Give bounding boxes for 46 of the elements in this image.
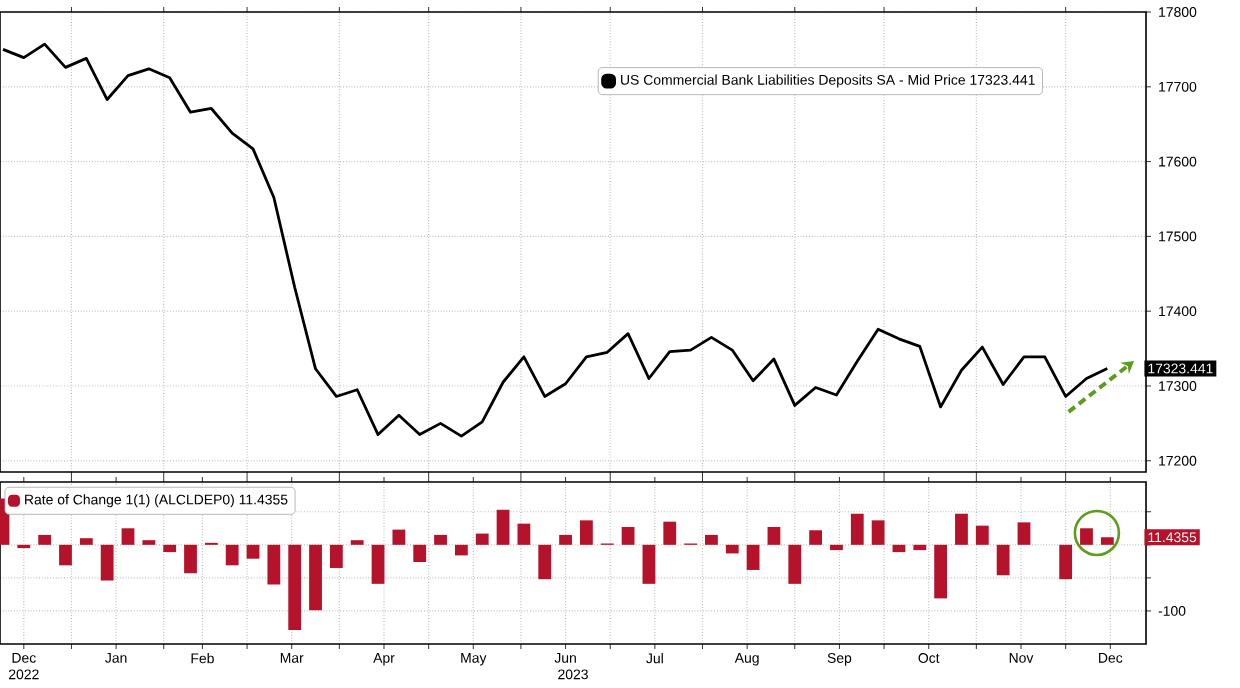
bar: [621, 526, 635, 545]
bar: [913, 544, 927, 551]
bar: [496, 509, 510, 545]
bar: [121, 528, 135, 545]
bar: [163, 544, 177, 553]
bar: [559, 534, 572, 545]
bar: [705, 534, 718, 545]
bar: [225, 544, 239, 566]
bar: [809, 530, 823, 545]
bar: [580, 520, 593, 545]
bar: [1017, 522, 1031, 545]
bar: [892, 544, 906, 553]
bar: [725, 544, 739, 554]
bar: [475, 533, 489, 545]
bar: [830, 544, 843, 551]
bar: [767, 526, 781, 545]
bar: [38, 534, 52, 545]
bar: [454, 544, 468, 556]
bar: [371, 544, 385, 584]
bar: [267, 544, 281, 585]
bar: [746, 544, 760, 570]
bar: [1100, 537, 1114, 545]
bar: [975, 525, 989, 545]
bar: [246, 544, 260, 559]
bar: [517, 523, 531, 545]
bar: [955, 513, 968, 545]
bar: [934, 544, 948, 599]
bar: [413, 544, 427, 563]
bar: [788, 544, 802, 584]
bar: [1059, 544, 1073, 580]
bar: [59, 544, 72, 566]
bar: [538, 544, 552, 580]
bar: [996, 544, 1010, 576]
bar: [663, 521, 677, 545]
bar: [184, 544, 197, 574]
bar: [309, 544, 322, 611]
bar: [850, 513, 864, 545]
bar: [392, 529, 406, 545]
bar: [288, 544, 302, 631]
bar: [871, 520, 885, 545]
bar: [642, 544, 656, 584]
bar: [434, 534, 447, 545]
bar: [100, 544, 114, 581]
bar: [1080, 528, 1093, 545]
bar: [329, 544, 343, 568]
bar: [79, 538, 93, 545]
